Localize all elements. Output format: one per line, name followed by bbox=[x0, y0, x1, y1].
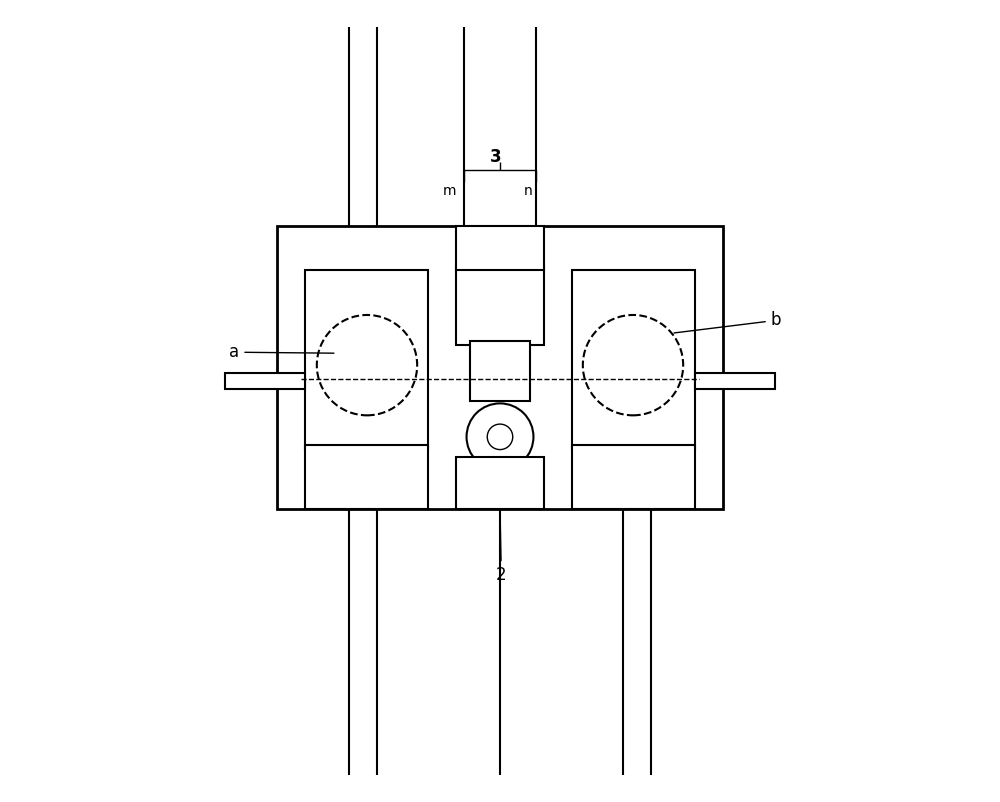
Bar bbox=[470, 342, 530, 401]
Text: a: a bbox=[229, 343, 334, 361]
Circle shape bbox=[467, 403, 533, 470]
Bar bbox=[572, 445, 695, 508]
Circle shape bbox=[487, 424, 513, 450]
Text: 3: 3 bbox=[490, 148, 502, 166]
Bar bbox=[305, 269, 428, 449]
Text: 2: 2 bbox=[496, 512, 507, 584]
Bar bbox=[305, 445, 428, 508]
Bar bbox=[456, 265, 544, 345]
Bar bbox=[277, 226, 723, 508]
Bar bbox=[695, 373, 775, 389]
Bar bbox=[456, 226, 544, 269]
Text: m: m bbox=[443, 184, 457, 198]
Text: n: n bbox=[524, 184, 532, 198]
Bar bbox=[225, 373, 305, 389]
Bar bbox=[456, 457, 544, 508]
Text: b: b bbox=[674, 311, 781, 333]
Bar bbox=[572, 269, 695, 449]
